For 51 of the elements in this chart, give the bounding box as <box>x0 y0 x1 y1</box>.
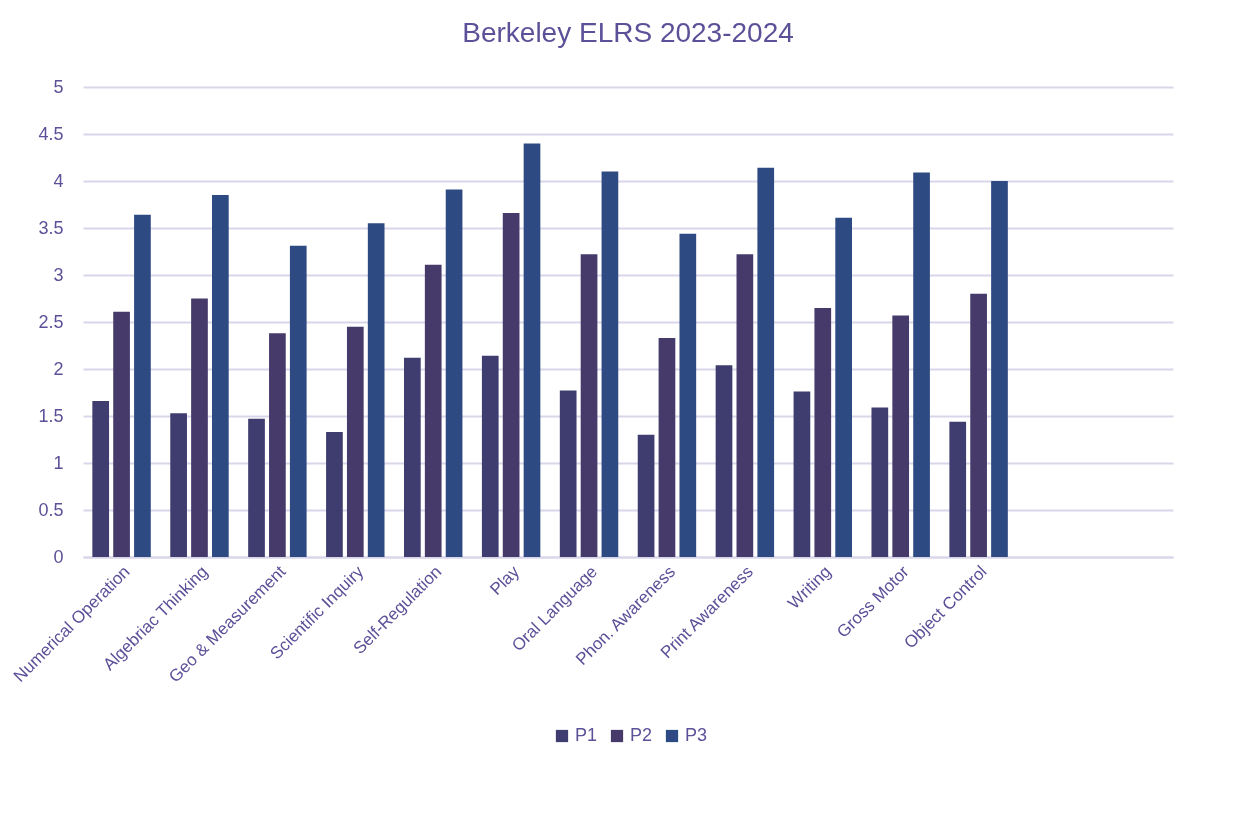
bar <box>212 195 229 557</box>
bar <box>835 217 852 557</box>
bar <box>736 254 754 557</box>
bar <box>269 333 286 557</box>
y-tick-label: 0.5 <box>38 499 64 520</box>
bar <box>289 245 307 557</box>
bar <box>601 171 619 557</box>
bar <box>580 254 598 557</box>
bar <box>814 307 832 557</box>
bar <box>871 407 889 557</box>
y-tick-label: 3.5 <box>38 217 64 238</box>
bar <box>134 214 151 557</box>
bar <box>793 391 811 557</box>
bar <box>949 421 967 557</box>
bar <box>170 413 187 557</box>
bar <box>367 223 385 557</box>
chart-title: Berkeley ELRS 2023-2024 <box>462 17 794 48</box>
bar <box>559 390 577 557</box>
bar <box>523 143 541 557</box>
y-tick-label: 3 <box>53 264 64 285</box>
y-tick-label: 5 <box>53 76 64 97</box>
bar <box>715 365 733 557</box>
bar <box>757 167 775 557</box>
bar <box>113 311 130 557</box>
legend-label: P1 <box>575 725 598 745</box>
bar <box>248 418 265 557</box>
bar <box>679 233 697 557</box>
y-tick-label: 1.5 <box>38 405 64 426</box>
y-tick-label: 2.5 <box>38 311 64 332</box>
y-tick-label: 0 <box>53 546 64 567</box>
bar <box>346 326 364 557</box>
bar <box>637 434 655 557</box>
bar <box>326 431 343 557</box>
legend-label: P2 <box>630 725 653 745</box>
bar <box>92 400 110 557</box>
bar <box>404 357 421 557</box>
bar <box>991 181 1008 557</box>
bar <box>892 315 910 557</box>
bar <box>481 355 499 557</box>
bar <box>970 293 987 557</box>
legend-label: P3 <box>685 725 708 745</box>
y-tick-label: 1 <box>53 452 64 473</box>
bar <box>445 189 463 557</box>
bar <box>424 264 442 557</box>
bar <box>913 172 930 557</box>
y-tick-label: 4.5 <box>38 123 64 144</box>
bar <box>658 337 676 557</box>
bar <box>502 212 520 557</box>
y-tick-label: 2 <box>53 358 64 379</box>
y-tick-label: 4 <box>53 170 64 191</box>
bar <box>191 298 208 557</box>
